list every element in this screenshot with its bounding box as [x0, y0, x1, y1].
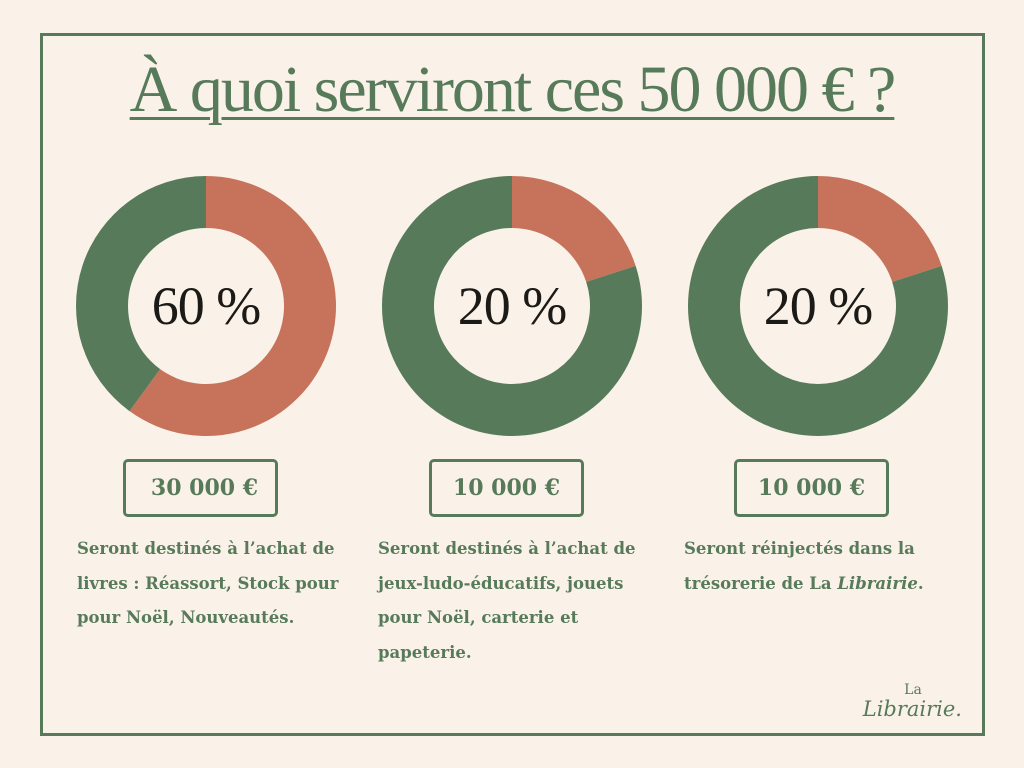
description-3-prefix: Seront réinjectés dans la trésorerie de …: [684, 539, 915, 593]
donut-chart-2: 20 %: [382, 176, 642, 436]
donut-1-percent-label: 60 %: [151, 276, 261, 336]
donut-3-percent-label: 20 %: [763, 276, 873, 336]
description-3-emphasis: Librairie: [837, 573, 918, 593]
donut-svg-2: [382, 176, 642, 436]
description-1: Seront destinés à l’achat de livres : Ré…: [77, 539, 339, 627]
page-frame: [40, 33, 985, 736]
logo-line-1: La: [904, 682, 922, 698]
donut-1-slice-1: [129, 176, 336, 436]
donut-3-slice-1: [818, 176, 942, 282]
donut-chart-1: 60 %: [76, 176, 336, 436]
librairie-logo: La Librairie.: [858, 682, 962, 720]
donut-svg-3: [688, 176, 948, 436]
amount-box-2: 10 000 €: [429, 459, 584, 517]
donut-2-slice-1: [512, 176, 636, 282]
donut-chart-3: 20 %: [688, 176, 948, 436]
description-3: Seront réinjectés dans la trésorerie de …: [684, 532, 964, 601]
logo-line-2: Librairie.: [862, 697, 962, 721]
donut-svg-1: [76, 176, 336, 436]
donut-2-slice-2: [382, 176, 642, 436]
donut-2-percent-label: 20 %: [457, 276, 567, 336]
donut-3-slice-2: [688, 176, 948, 436]
donut-1-slice-2: [76, 176, 206, 412]
page-title: À quoi serviront ces 50 000 € ?: [129, 53, 897, 126]
amount-box-3: 10 000 €: [734, 459, 889, 517]
description-3-suffix: .: [917, 573, 924, 593]
description-2: Seront destinés à l’achat de jeux-ludo-é…: [378, 539, 636, 662]
amount-box-1: 30 000 €: [123, 459, 278, 517]
